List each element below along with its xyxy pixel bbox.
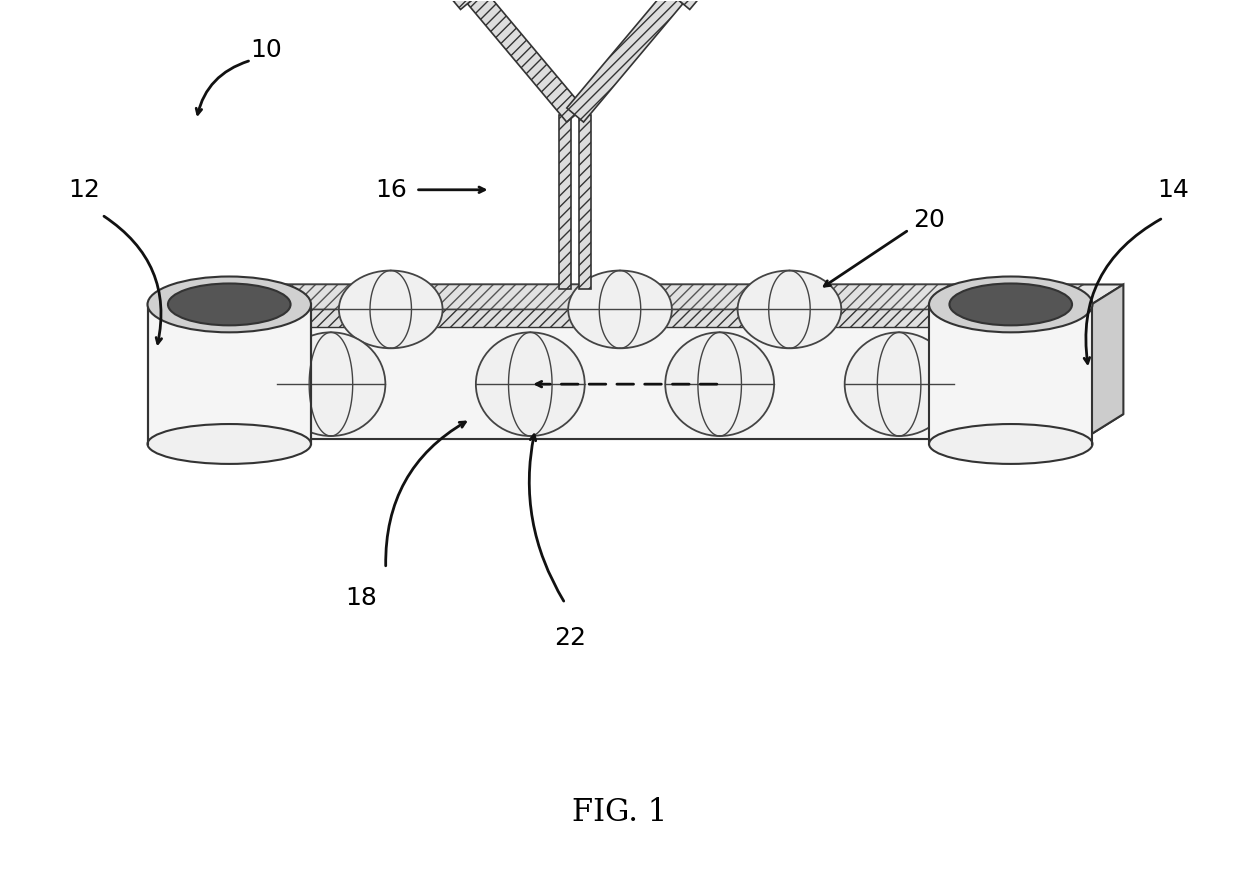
- Text: 14: 14: [1157, 178, 1189, 202]
- Polygon shape: [559, 115, 572, 289]
- Ellipse shape: [950, 283, 1073, 325]
- Text: 10: 10: [250, 38, 281, 63]
- Text: 16: 16: [374, 178, 407, 202]
- Polygon shape: [196, 284, 1084, 309]
- Polygon shape: [467, 0, 584, 122]
- Text: 20: 20: [913, 208, 945, 232]
- Text: 18: 18: [345, 587, 377, 611]
- Polygon shape: [196, 309, 1044, 328]
- Ellipse shape: [665, 332, 774, 436]
- Text: FIG. 1: FIG. 1: [573, 797, 667, 828]
- Ellipse shape: [148, 276, 311, 332]
- Polygon shape: [567, 0, 683, 122]
- Polygon shape: [1084, 284, 1123, 439]
- Text: 12: 12: [68, 178, 99, 202]
- Polygon shape: [156, 309, 1084, 439]
- Ellipse shape: [167, 283, 290, 325]
- Ellipse shape: [339, 270, 443, 348]
- Ellipse shape: [277, 332, 386, 436]
- Ellipse shape: [476, 332, 585, 436]
- Ellipse shape: [844, 332, 954, 436]
- Polygon shape: [929, 304, 1092, 444]
- Polygon shape: [156, 284, 1123, 309]
- Polygon shape: [660, 0, 748, 10]
- Ellipse shape: [929, 424, 1092, 464]
- Polygon shape: [403, 0, 491, 10]
- Polygon shape: [156, 414, 1123, 439]
- Polygon shape: [148, 304, 311, 444]
- Ellipse shape: [568, 270, 672, 348]
- Text: 22: 22: [554, 627, 587, 650]
- Ellipse shape: [148, 424, 311, 464]
- Ellipse shape: [929, 276, 1092, 332]
- Polygon shape: [579, 115, 591, 289]
- Ellipse shape: [738, 270, 841, 348]
